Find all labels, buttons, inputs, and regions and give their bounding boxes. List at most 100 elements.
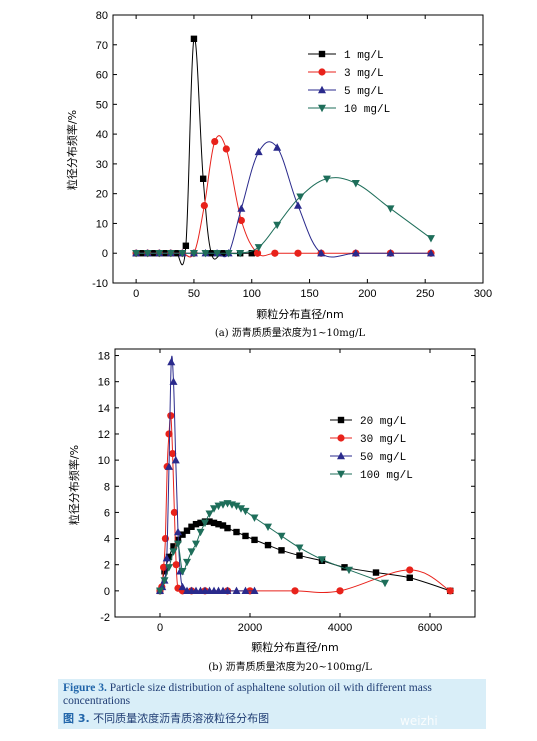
panel-b-data-point: [162, 553, 171, 562]
panel-b-data-point: [174, 540, 182, 548]
panel-a-ticks: 0 50 100 150 200 250 300 -10 0 10 20 30 40 50 60 70 80: [92, 10, 492, 300]
panel-a-data-point: [317, 249, 326, 257]
panel-a-data-point: [155, 250, 164, 258]
panel-a-ytick-label: 0: [102, 248, 108, 260]
caption-en-text: Particle size distribution of asphaltene…: [63, 682, 432, 707]
panel-b-data-point: [224, 524, 231, 532]
panel-b-data-point: [214, 502, 223, 511]
panel-b-legend-marker: [337, 434, 345, 442]
panel-a-xtick-label: 250: [416, 288, 434, 300]
panel-b-data-point: [232, 586, 241, 595]
figure-caption-box: Figure 3. Particle size distribution of …: [58, 679, 486, 729]
panel-a-xlabel: 颗粒分布直径/nm: [256, 307, 343, 321]
panel-b-xtick-label: 6000: [418, 622, 442, 634]
panel-a-data-point: [237, 216, 245, 225]
panel-b-data-point: [167, 412, 175, 420]
panel-a-data-point: [237, 204, 246, 212]
panel-b-plot-frame: [114, 348, 476, 618]
panel-a-data-point: [182, 242, 190, 249]
watermark: weizhi: [400, 714, 438, 728]
panel-b-series: [156, 355, 454, 596]
panel-a-ytick-label: 40: [96, 129, 108, 141]
panel-b-data-point: [165, 564, 173, 572]
panel-a-legend-marker: [318, 68, 326, 76]
panel-b-data-point: [291, 587, 299, 595]
panel-a-data-point: [273, 221, 282, 230]
panel-b-data-point: [187, 548, 196, 556]
panel-b-ytick-label: 0: [104, 586, 110, 598]
panel-b-xtick-label: 0: [157, 622, 163, 634]
panel-b-data-point: [201, 519, 209, 528]
panel-b-xtick-label: 4000: [328, 622, 352, 634]
panel-a-data-point: [426, 249, 435, 257]
panel-b-data-point: [242, 532, 249, 540]
panel-a-data-point: [248, 250, 255, 257]
panel-b-ytick-label: 12: [98, 429, 110, 441]
panel-b-data-point: [372, 569, 380, 576]
panel-b-ytick-label: 6: [104, 507, 110, 519]
panel-b-data-point: [160, 577, 169, 585]
panel-a-data-point: [351, 249, 360, 257]
panel-a-legend-label: 5 mg/L: [344, 86, 384, 98]
panel-b-data-point: [232, 502, 241, 511]
panel-b-legend-marker: [337, 416, 345, 424]
caption-zh-text: 不同质量浓度沥青质溶液粒径分布图: [93, 712, 270, 725]
panel-b-data-point: [171, 455, 180, 464]
panel-b-data-point: [210, 519, 218, 527]
panel-a-plot-frame: [112, 14, 484, 284]
panel-a-data-point: [132, 250, 141, 258]
panel-a-series-line: [136, 141, 431, 258]
panel-b-data-point: [345, 566, 353, 575]
caption-chinese: 图 3. 不同质量浓度沥青质溶液粒径分布图: [63, 710, 481, 726]
panel-b-data-point: [381, 579, 389, 588]
panel-b-data-point: [165, 553, 173, 561]
panel-b-xlabel: 颗粒分布直径/nm: [251, 640, 338, 654]
panel-b-data-point: [170, 543, 177, 550]
caption-zh-label: 图 3.: [63, 712, 90, 725]
panel-a-data-point: [178, 250, 187, 258]
panel-b-ytick-label: 4: [104, 534, 110, 546]
caption-en-label: Figure 3.: [63, 682, 107, 694]
panel-b-ytick-label: 16: [98, 377, 110, 389]
panel-b-ticks: 0 2000 4000 6000 -2 0 2 4 6 8 10 12 14 16 18: [98, 349, 475, 634]
panel-a-data-point: [253, 249, 262, 257]
panel-b-data-point: [178, 582, 187, 591]
panel-b-data-point: [336, 587, 344, 595]
panel-a-ytick-label: -10: [92, 278, 108, 290]
panel-b-data-point: [165, 462, 173, 470]
panel-a-ytick-label: 70: [96, 40, 108, 52]
caption-english: Figure 3. Particle size distribution of …: [63, 682, 481, 708]
panel-b-legend-marker: [337, 470, 345, 479]
panel-b-data-point: [241, 507, 250, 516]
panel-b-data-point: [206, 518, 213, 525]
panel-a-xtick-label: 300: [474, 288, 492, 300]
panel-a-ytick-label: 20: [96, 189, 108, 201]
panel-a-data-point: [254, 244, 263, 252]
panel-b-data-point: [251, 536, 258, 544]
panel-b-data-point: [205, 510, 214, 518]
panel-a-legend-label: 10 mg/L: [344, 104, 390, 116]
panel-b-legend: 20 mg/L 30 mg/L 50 mg/L 100 mg/L: [330, 416, 413, 482]
panel-a-data-point: [294, 249, 302, 257]
panel-b-data-point: [446, 587, 454, 595]
panel-b-data-point: [241, 586, 250, 595]
panel-a-data-point: [236, 250, 245, 258]
panel-a-data-point: [189, 250, 198, 258]
panel-b-legend-label: 50 mg/L: [360, 452, 406, 464]
panel-a-caption: (a) 沥青质质量浓度为1~10mg/L: [215, 326, 366, 339]
panel-a-data-point: [296, 193, 305, 201]
panel-a-legend-marker: [318, 50, 326, 58]
panel-b-data-point: [167, 357, 176, 366]
panel-b-legend-label: 30 mg/L: [360, 434, 406, 446]
panel-b-ylabel: 粒径分布频率/%: [67, 445, 81, 525]
panel-b-data-point: [183, 558, 191, 567]
panel-a-series-line: [136, 37, 252, 266]
panel-b-data-point: [170, 508, 178, 517]
panel-b-data-point: [197, 519, 204, 527]
panel-a-ytick-label: 60: [96, 70, 108, 82]
panel-a-xtick-label: 150: [300, 288, 318, 300]
panel-b-ytick-label: 14: [98, 403, 110, 415]
panel-a-series-line: [136, 177, 432, 255]
panel-b-data-point: [178, 568, 187, 576]
panel-a-data-point: [386, 249, 395, 257]
